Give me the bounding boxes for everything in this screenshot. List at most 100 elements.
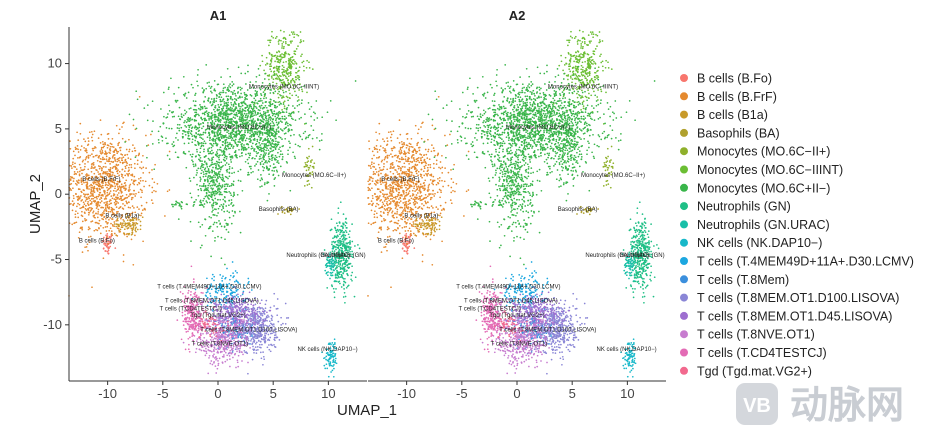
data-point — [151, 186, 154, 189]
data-point — [128, 201, 130, 204]
data-point — [279, 153, 282, 156]
data-point — [108, 151, 110, 154]
data-point — [247, 107, 250, 110]
data-point — [197, 188, 200, 191]
data-point — [228, 153, 231, 156]
data-point — [211, 273, 214, 276]
data-point — [200, 137, 203, 139]
data-point — [224, 238, 226, 241]
data-point — [106, 206, 109, 209]
data-point — [211, 211, 213, 213]
data-point — [222, 290, 225, 293]
data-point — [302, 60, 305, 63]
data-point — [113, 154, 116, 156]
data-point — [99, 175, 102, 177]
data-point — [287, 206, 290, 209]
data-point — [136, 206, 139, 208]
data-point — [196, 74, 199, 76]
data-point — [110, 222, 112, 225]
data-point — [131, 231, 134, 234]
data-point — [204, 117, 206, 120]
data-point — [218, 220, 220, 222]
data-point — [116, 212, 118, 215]
data-point — [303, 185, 306, 187]
data-point — [250, 340, 252, 342]
data-point — [191, 141, 194, 144]
data-point — [131, 219, 134, 222]
data-point — [288, 89, 290, 91]
data-point — [288, 208, 291, 210]
data-point — [299, 135, 302, 138]
data-point — [140, 196, 142, 199]
data-point — [258, 131, 261, 134]
data-point — [249, 94, 252, 96]
data-point — [273, 305, 275, 307]
data-point — [116, 183, 118, 186]
data-point — [340, 240, 343, 243]
data-point — [110, 177, 113, 180]
data-point — [253, 97, 256, 100]
data-point — [217, 161, 219, 164]
data-point — [341, 234, 344, 237]
data-point — [208, 85, 210, 88]
data-point — [199, 136, 201, 139]
data-point — [283, 128, 286, 130]
data-point — [116, 160, 119, 163]
data-point — [195, 155, 197, 157]
data-point — [314, 112, 316, 115]
data-point — [248, 106, 251, 108]
data-point — [115, 198, 117, 201]
data-point — [305, 169, 308, 172]
data-point — [201, 185, 203, 187]
data-point — [281, 129, 284, 132]
data-point — [75, 173, 78, 175]
data-point — [111, 178, 114, 181]
data-point — [300, 40, 303, 43]
data-point — [247, 277, 250, 280]
data-point — [338, 265, 340, 268]
data-point — [276, 58, 278, 60]
data-point — [117, 144, 119, 147]
data-point — [189, 117, 192, 119]
data-point — [90, 136, 93, 139]
data-point — [226, 210, 229, 212]
data-point — [111, 145, 114, 148]
data-point — [97, 165, 100, 167]
data-point — [206, 291, 209, 293]
data-point — [234, 135, 237, 137]
data-point — [107, 168, 110, 171]
data-point — [197, 153, 200, 156]
data-point — [237, 133, 239, 135]
data-point — [283, 55, 286, 58]
data-point — [275, 73, 278, 75]
data-point — [278, 39, 281, 42]
data-point — [271, 145, 274, 148]
data-point — [273, 74, 276, 76]
data-point — [247, 146, 250, 149]
data-point — [119, 190, 122, 192]
data-point — [213, 221, 216, 224]
data-point — [279, 54, 282, 56]
data-point — [346, 266, 349, 269]
data-point — [205, 107, 208, 110]
data-point — [226, 223, 229, 225]
data-point — [247, 171, 250, 174]
data-point — [231, 137, 234, 140]
data-point — [87, 228, 90, 231]
data-point — [276, 78, 279, 80]
data-point — [239, 180, 242, 182]
data-point — [228, 85, 230, 87]
data-point — [272, 81, 274, 84]
data-point — [142, 166, 145, 169]
data-point — [72, 203, 75, 206]
data-point — [204, 175, 207, 178]
data-point — [139, 180, 142, 182]
data-point — [101, 184, 104, 187]
data-point — [127, 166, 130, 169]
data-point — [213, 174, 215, 177]
data-point — [240, 148, 243, 151]
data-point — [98, 219, 101, 222]
data-point — [261, 134, 264, 136]
data-point — [272, 166, 275, 169]
data-point — [78, 231, 81, 234]
